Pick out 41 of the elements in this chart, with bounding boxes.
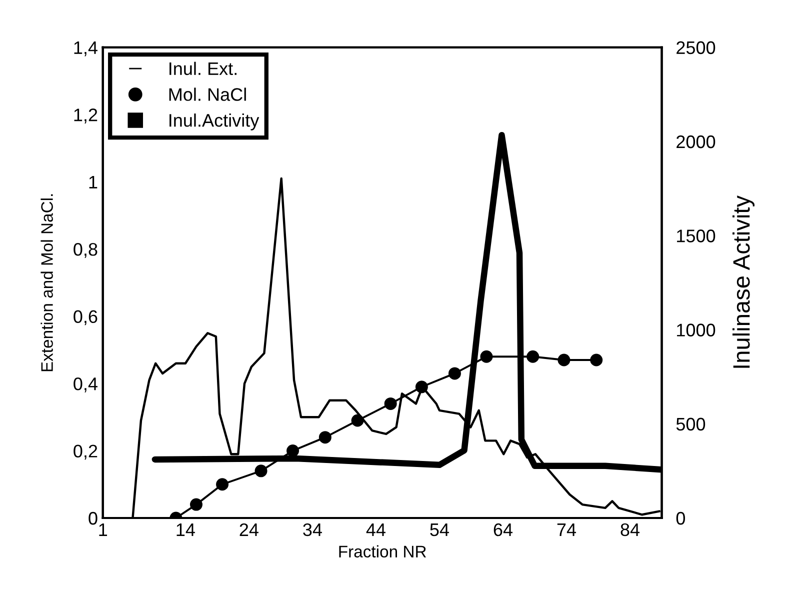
point — [415, 380, 428, 394]
x-tick-label: 14 — [176, 524, 195, 536]
point — [216, 478, 229, 491]
legend-label: Mol. NaCl — [169, 88, 246, 101]
y-tick-label: 0,2 — [74, 444, 98, 460]
y-tick-label: 0,8 — [74, 242, 98, 258]
point — [558, 354, 570, 366]
x-axis-title: Fraction NR — [339, 545, 426, 558]
x-tick-label: 64 — [494, 523, 513, 536]
y2-tick-label: 1500 — [677, 230, 716, 242]
x-tick-label: 74 — [557, 524, 576, 536]
y2-tick-label: 1000 — [677, 324, 716, 336]
legend-label: Inul.Activity — [170, 114, 260, 130]
point — [384, 397, 397, 410]
y2-tick-label: 2500 — [676, 41, 716, 54]
y2-axis-title: Inulinase Activity — [732, 195, 754, 368]
y-tick-label: 0 — [88, 512, 98, 525]
point — [526, 350, 540, 363]
y-tick-label: 0,4 — [74, 377, 98, 392]
point — [590, 354, 603, 366]
y-tick-label: 0,6 — [74, 310, 98, 326]
point — [254, 464, 268, 478]
x-tick-label: 84 — [620, 523, 640, 536]
x-tick-label: 34 — [303, 523, 322, 536]
point — [480, 350, 493, 363]
y-tick-label: 1,4 — [74, 41, 98, 56]
y-tick-label: 1,2 — [74, 108, 98, 124]
y2-tick-label: 500 — [676, 418, 706, 431]
point — [190, 498, 202, 511]
y-axis-title: Extention and Mol NaCl. — [40, 194, 53, 372]
point — [351, 414, 364, 427]
y-tick-label: 1 — [89, 176, 98, 188]
legend-label: Inul. Ext. — [170, 62, 236, 76]
x-tick-label: 24 — [240, 523, 258, 536]
point — [448, 367, 461, 380]
point — [318, 431, 332, 444]
y2-tick-label: 0 — [676, 512, 685, 525]
x-tick-label: 1 — [99, 524, 108, 536]
x-tick-label: 44 — [366, 524, 386, 536]
x-tick-label: 54 — [430, 524, 449, 536]
y2-tick-label: 2000 — [676, 135, 716, 148]
